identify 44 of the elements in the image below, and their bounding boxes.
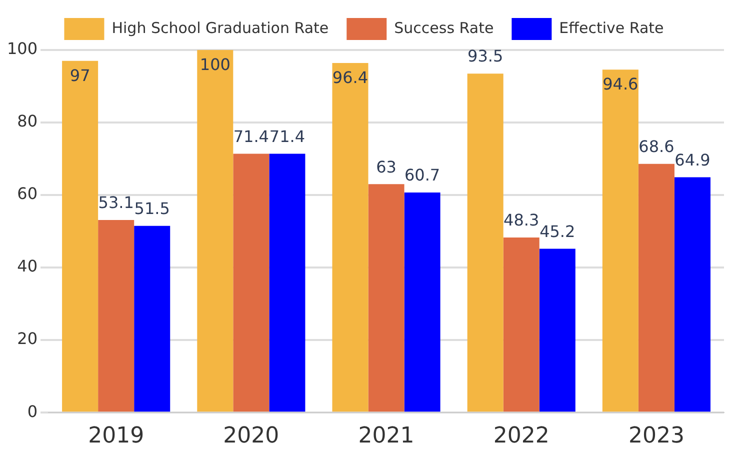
data-label: 48.3 xyxy=(504,210,540,230)
data-label: 93.5 xyxy=(468,46,504,66)
x-tick-label: 2023 xyxy=(628,424,684,449)
data-label: 71.4 xyxy=(233,126,269,146)
data-label: 53.1 xyxy=(98,193,134,212)
bar xyxy=(269,154,306,412)
bar xyxy=(368,184,404,412)
bar xyxy=(233,154,270,412)
x-tick-label: 2022 xyxy=(493,424,550,449)
bar xyxy=(674,177,710,412)
bar xyxy=(404,192,440,412)
y-tick-label: 60 xyxy=(17,184,38,204)
bar xyxy=(503,237,540,412)
legend-label: High School Graduation Rate xyxy=(112,18,329,37)
legend-label: Success Rate xyxy=(394,18,494,37)
y-tick-label: 0 xyxy=(27,402,38,421)
y-tick-label: 80 xyxy=(17,112,38,131)
data-label: 94.6 xyxy=(602,74,638,94)
bar xyxy=(332,63,368,412)
data-label: 51.5 xyxy=(134,199,170,218)
bar xyxy=(134,226,170,412)
data-label: 68.6 xyxy=(638,137,674,156)
y-tick-label: 100 xyxy=(6,39,38,58)
x-tick-label: 2020 xyxy=(223,424,280,449)
bar xyxy=(602,70,638,412)
data-label: 71.4 xyxy=(269,126,306,146)
bar xyxy=(62,60,98,412)
bar xyxy=(197,50,234,412)
data-label: 96.4 xyxy=(332,68,368,88)
x-tick-label: 2019 xyxy=(88,424,144,449)
y-tick-label: 40 xyxy=(17,256,38,276)
bar xyxy=(98,220,134,412)
bar xyxy=(467,74,504,412)
bar xyxy=(539,248,576,412)
bar xyxy=(638,164,674,412)
data-label: 63 xyxy=(376,157,396,176)
data-label: 64.9 xyxy=(674,150,710,170)
data-label: 45.2 xyxy=(540,222,576,241)
x-tick-label: 2021 xyxy=(358,424,414,449)
data-label: 60.7 xyxy=(404,166,440,185)
data-label: 97 xyxy=(70,66,90,86)
legend-label: Effective Rate xyxy=(559,18,664,37)
data-label: 100 xyxy=(200,55,230,74)
y-tick-label: 20 xyxy=(17,329,38,348)
